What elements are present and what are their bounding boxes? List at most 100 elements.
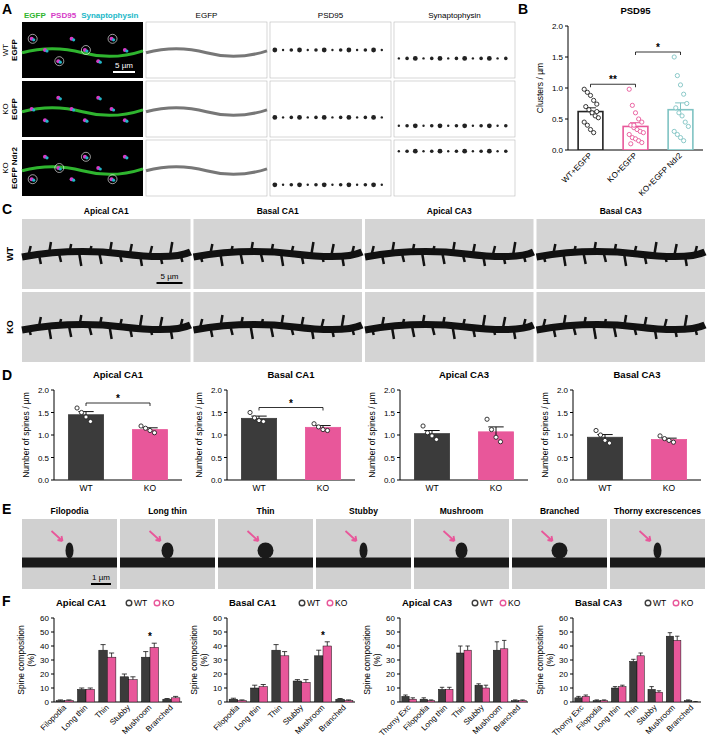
puncta-ring	[55, 57, 64, 66]
bar	[238, 701, 247, 702]
spine	[614, 327, 616, 337]
puncta	[339, 48, 343, 52]
error-bar	[693, 701, 697, 702]
y-tick	[51, 412, 54, 413]
y-tick-label: 2.0	[557, 386, 569, 395]
spine	[311, 242, 313, 254]
data-point	[261, 419, 265, 423]
bar	[293, 681, 302, 702]
spine	[59, 319, 61, 327]
spine	[584, 317, 586, 327]
panel-letter: C	[2, 201, 12, 217]
legend-marker	[673, 600, 679, 606]
chart-title: Apical CA3	[402, 597, 452, 608]
spine	[29, 327, 31, 335]
error-bar	[602, 699, 606, 701]
legend-marker	[126, 600, 132, 606]
puncta	[487, 123, 492, 128]
spine	[352, 327, 354, 335]
spine	[162, 543, 174, 559]
y-tick	[570, 618, 573, 619]
image-tile	[146, 22, 267, 78]
y-axis-title: Spine composition(%)	[189, 625, 209, 695]
puncta	[356, 116, 358, 118]
column-label: EGFP	[196, 11, 218, 20]
chart: Basal CA3Number of spines / µm0.00.51.01…	[540, 369, 701, 493]
puncta	[322, 115, 327, 120]
y-tick-label: 0.5	[211, 454, 223, 463]
spine	[574, 327, 576, 335]
error-bar	[252, 685, 257, 688]
data-point	[143, 426, 147, 430]
spine	[342, 254, 344, 266]
spine	[695, 327, 697, 335]
scale-bar-label: 5 µm	[161, 272, 179, 281]
spine	[110, 242, 112, 254]
data-point	[607, 441, 611, 445]
puncta-ring	[108, 175, 117, 184]
y-tick	[51, 618, 54, 619]
puncta	[59, 61, 62, 64]
puncta	[72, 179, 75, 182]
puncta	[112, 179, 115, 182]
spine	[150, 327, 152, 335]
bar	[65, 701, 74, 702]
arrow	[52, 531, 63, 541]
puncta	[297, 182, 302, 187]
puncta	[289, 183, 293, 187]
data-point	[596, 116, 600, 120]
error-bar	[325, 642, 330, 646]
spine	[180, 254, 182, 262]
spine	[271, 327, 273, 337]
data-point	[316, 425, 320, 429]
bar	[630, 661, 637, 702]
y-tick	[570, 412, 573, 413]
panel-letter: D	[2, 367, 12, 383]
error-bar	[152, 643, 157, 647]
bar	[668, 110, 693, 150]
legend-label: WT	[307, 598, 320, 608]
chart: PSD95Clusters / µm0.00.51.01.52.0WT+EGFP…	[535, 5, 703, 198]
image-tile	[365, 292, 534, 362]
dendrite	[22, 558, 117, 568]
y-tick	[224, 390, 227, 391]
puncta	[438, 149, 443, 154]
spine	[281, 315, 283, 327]
puncta	[346, 48, 351, 53]
legend-label: KO	[508, 598, 521, 608]
puncta	[472, 150, 474, 152]
puncta	[496, 125, 498, 127]
puncta	[430, 124, 434, 128]
bar	[593, 701, 600, 702]
spine	[342, 315, 344, 327]
y-tick-label: 0.0	[552, 146, 564, 155]
y-tick	[51, 435, 54, 436]
spine	[654, 242, 656, 254]
puncta	[413, 149, 418, 154]
puncta	[282, 116, 284, 118]
column-label: Basal CA3	[600, 206, 642, 216]
error-bar	[476, 684, 480, 685]
y-tick	[565, 150, 568, 151]
y-axis-title: Number of spines / µm	[540, 392, 550, 478]
error-bar	[649, 687, 653, 690]
spine	[463, 254, 465, 262]
spine	[473, 244, 475, 254]
puncta	[307, 184, 309, 186]
y-tick-label: 20	[559, 670, 568, 679]
data-point	[598, 433, 602, 437]
data-point	[595, 109, 599, 113]
puncta	[282, 49, 284, 51]
channel-label: EGFP	[24, 11, 46, 20]
puncta	[479, 57, 483, 61]
puncta	[85, 49, 88, 52]
spine	[624, 315, 626, 327]
puncta	[314, 183, 318, 187]
error-bar	[429, 699, 433, 701]
row-construct: EGFP	[10, 97, 19, 119]
image-tile	[270, 22, 391, 78]
puncta	[398, 150, 400, 152]
puncta	[307, 116, 309, 118]
y-tick-label: 10	[40, 684, 49, 693]
chart-title: Basal CA1	[268, 369, 316, 380]
